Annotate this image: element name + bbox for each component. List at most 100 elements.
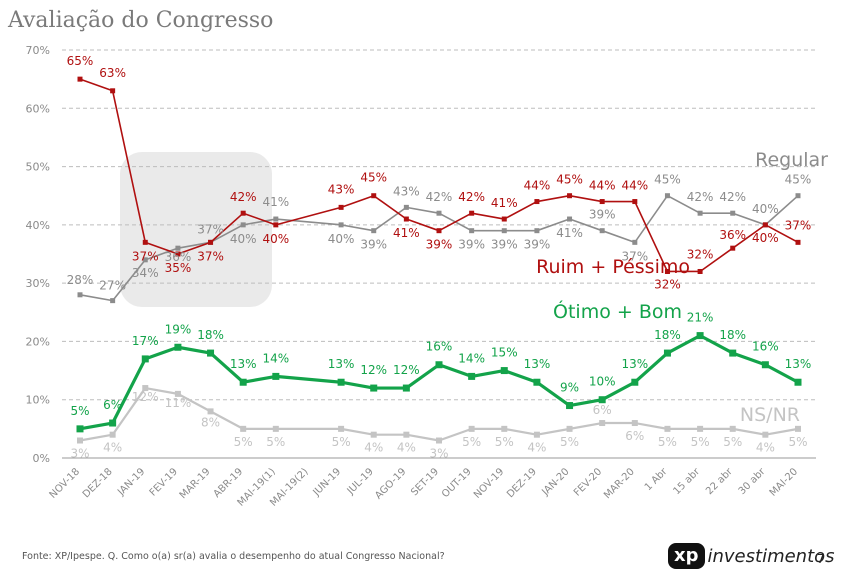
data-label: 4% — [364, 441, 383, 455]
data-label: 11% — [165, 396, 192, 410]
data-point — [468, 372, 476, 380]
data-point — [77, 437, 83, 444]
data-point — [273, 216, 279, 222]
xp-logo: xp investimentos — [668, 541, 835, 571]
data-point — [598, 396, 606, 404]
x-tick-label: JAN-19 — [115, 466, 147, 498]
data-label: 6% — [625, 429, 644, 443]
data-point — [795, 239, 801, 245]
x-tick-label: MAI-20 — [768, 466, 800, 498]
data-point — [501, 216, 507, 222]
data-label: 4% — [527, 441, 546, 455]
data-label: 13% — [328, 357, 355, 371]
data-point — [632, 199, 638, 205]
source-footnote: Fonte: XP/Ipespe. Q. Como o(a) sr(a) ava… — [22, 551, 445, 562]
x-tick-label: DEZ-19 — [505, 466, 539, 500]
data-point — [533, 378, 541, 386]
series-line — [79, 334, 799, 431]
data-point — [174, 390, 181, 397]
data-point — [76, 425, 84, 433]
data-point — [403, 216, 409, 222]
data-point — [337, 378, 345, 386]
data-point — [110, 298, 116, 304]
data-label: 43% — [328, 182, 355, 196]
data-point — [599, 199, 605, 205]
data-label: 40% — [230, 232, 257, 246]
data-label: 18% — [654, 328, 681, 342]
grid — [62, 49, 816, 459]
y-tick-label: 10% — [26, 394, 50, 407]
data-label: 42% — [458, 190, 485, 204]
chart-title: Avaliação do Congresso — [8, 8, 274, 33]
data-label: 14% — [262, 351, 289, 365]
data-label: 5% — [658, 435, 677, 449]
data-point — [338, 222, 344, 228]
logo-badge: xp — [668, 543, 705, 569]
data-label: 41% — [262, 195, 289, 209]
data-label: 4% — [103, 441, 122, 455]
y-tick-label: 70% — [26, 44, 50, 57]
data-label: 12% — [393, 363, 420, 377]
series-layer — [76, 76, 802, 444]
data-label: 5% — [788, 435, 807, 449]
data-point — [794, 378, 802, 386]
data-point — [273, 222, 279, 228]
x-tick-label: 30 abr — [737, 466, 768, 497]
data-point — [501, 425, 508, 432]
data-label: 3% — [429, 447, 448, 461]
data-point — [730, 210, 736, 216]
data-point — [175, 251, 181, 257]
data-label: 12% — [360, 363, 387, 377]
y-tick-label: 20% — [26, 335, 50, 348]
data-label: 5% — [234, 435, 253, 449]
series-names: Regular Ruim + Péssimo Ótimo + Bom NS/NR — [536, 149, 828, 426]
data-point — [371, 228, 377, 234]
data-label: 28% — [67, 273, 94, 287]
data-label: 5% — [495, 435, 514, 449]
data-point — [599, 420, 606, 427]
data-label: 44% — [621, 179, 648, 193]
data-label: 40% — [262, 232, 289, 246]
data-label: 18% — [197, 328, 224, 342]
data-label: 5% — [691, 435, 710, 449]
data-point — [240, 210, 246, 216]
data-label: 37% — [197, 249, 224, 263]
x-tick-label: 22 abr — [704, 466, 735, 497]
data-point — [338, 204, 344, 210]
x-tick-label: 1 Abr — [643, 466, 670, 493]
data-label: 39% — [491, 238, 518, 252]
x-tick-label: 15 abr — [671, 466, 702, 497]
data-label: 8% — [201, 415, 220, 429]
series--timo-bom — [76, 332, 802, 433]
data-point — [697, 425, 704, 432]
data-point — [631, 378, 639, 386]
data-point — [501, 228, 507, 234]
data-point — [533, 431, 540, 438]
data-point — [567, 216, 573, 222]
data-label: 39% — [426, 238, 453, 252]
data-label: 42% — [719, 190, 746, 204]
data-label: 42% — [230, 190, 257, 204]
data-label: 5% — [266, 435, 285, 449]
data-label: 36% — [719, 228, 746, 242]
data-point — [729, 349, 737, 357]
data-point — [77, 292, 83, 298]
data-point — [370, 384, 378, 392]
data-point — [632, 239, 638, 245]
series-name-label: Regular — [755, 149, 828, 171]
data-label: 37% — [197, 222, 224, 236]
data-label: 41% — [393, 226, 420, 240]
series-line — [79, 78, 799, 273]
data-point — [761, 361, 769, 369]
data-point — [142, 257, 148, 263]
data-point — [566, 402, 574, 410]
data-point — [272, 425, 279, 432]
data-point — [663, 349, 671, 357]
data-point — [566, 425, 573, 432]
data-label: 40% — [328, 232, 355, 246]
data-label: 5% — [560, 435, 579, 449]
data-label: 41% — [556, 226, 583, 240]
data-label: 21% — [687, 311, 714, 325]
data-label: 16% — [426, 340, 453, 354]
